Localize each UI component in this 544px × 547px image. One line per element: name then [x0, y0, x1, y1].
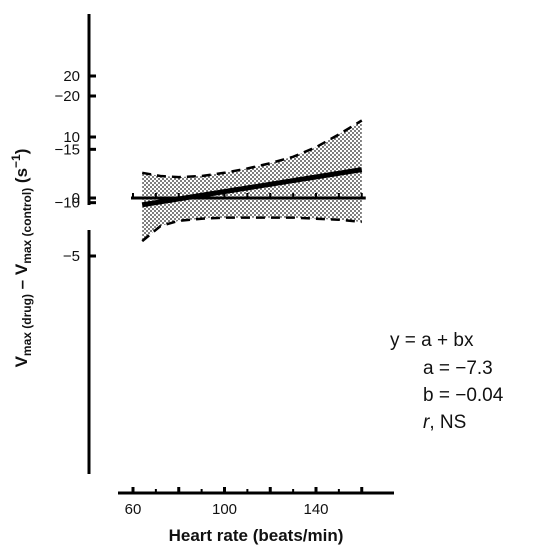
- equation-line-2: a = −7.3: [423, 358, 493, 379]
- x-axis-ticks: 60 100 140: [125, 487, 364, 518]
- equation-line-4: r, NS: [423, 412, 466, 433]
- y-tick-label: −5: [63, 248, 80, 265]
- y-tick-label: −15: [55, 141, 80, 158]
- y-axis-ticks: 20 10 0 −5 −10 −15 −20: [55, 68, 96, 265]
- confidence-upper-line: [141, 216, 362, 243]
- y-tick-label: 0: [72, 190, 80, 207]
- confidence-lower-line: [141, 119, 363, 179]
- equation-line-3: b = −0.04: [423, 385, 504, 406]
- y-tick-label: 20: [63, 68, 80, 85]
- x-axis-title: Heart rate (beats/min): [169, 526, 344, 545]
- confidence-band: [142, 120, 362, 242]
- y-tick-label: −20: [55, 88, 80, 105]
- y-axis-title: Vmax (drug) – Vmax (control) (s−1): [9, 149, 34, 368]
- y-tick-label: −10: [55, 195, 80, 212]
- x-tick-label: 100: [212, 501, 237, 518]
- control-line-ticks: [132, 193, 363, 198]
- y-tick-label: 10: [63, 129, 80, 146]
- equation-line-1: y = a + bx: [390, 330, 474, 351]
- x-tick-label: 60: [125, 501, 142, 518]
- x-tick-label: 140: [303, 501, 328, 518]
